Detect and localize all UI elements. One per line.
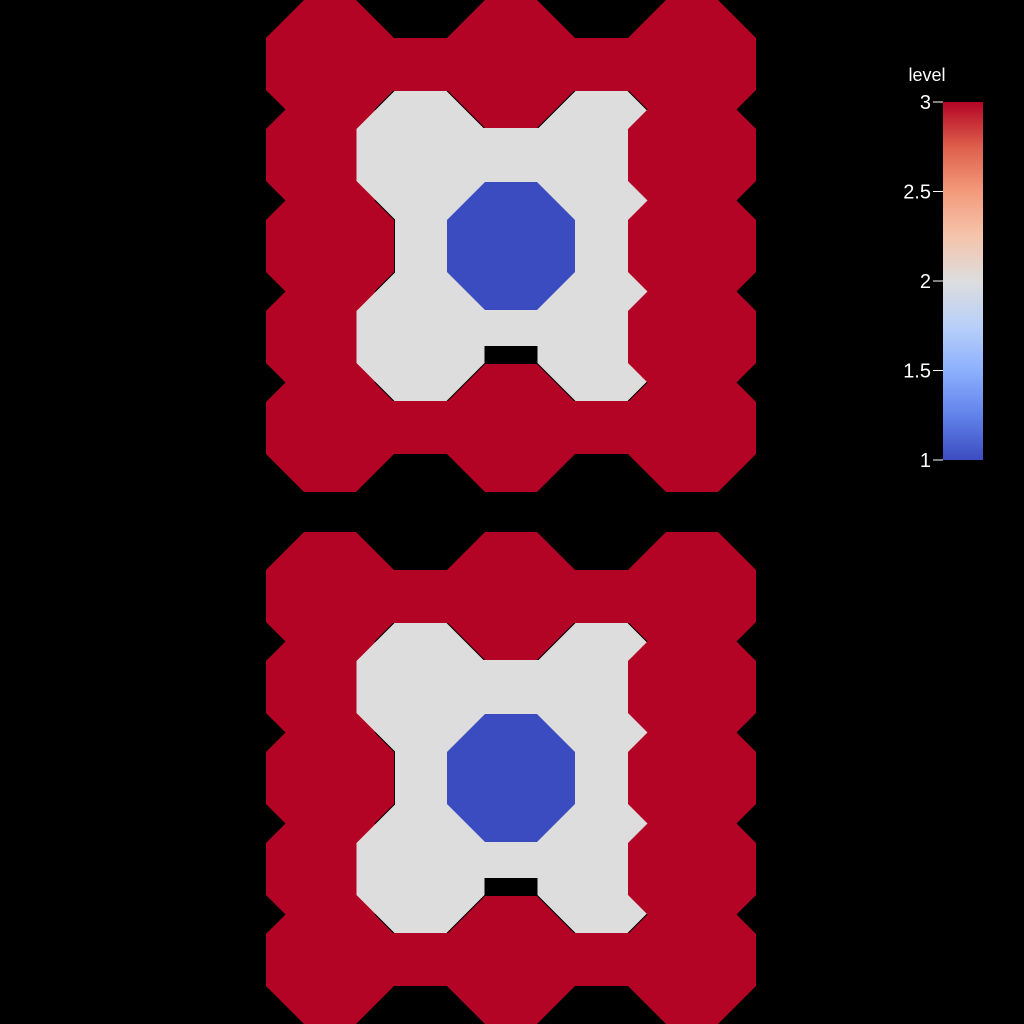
- cell-level-2: [537, 273, 666, 401]
- cell-level-3: [628, 896, 756, 1024]
- cell-level-3: [628, 364, 756, 492]
- cell-level-3: [266, 0, 394, 128]
- cell-level-1: [447, 182, 575, 310]
- cell-level-3: [628, 714, 756, 842]
- cell-level-3: [628, 273, 756, 401]
- cell-level-3: [266, 532, 394, 660]
- cell-level-3: [628, 805, 756, 933]
- cell-level-3: [266, 273, 394, 401]
- cell-level-3: [447, 532, 575, 660]
- colorbar-gradient: [943, 102, 983, 460]
- colorbar: level 1 1.5 2 2.5 3: [903, 65, 983, 472]
- colorbar-title: level: [908, 65, 945, 85]
- colorbar-tick-label: 3: [920, 92, 931, 114]
- panel-2: [266, 532, 756, 1024]
- cell-level-2: [537, 91, 666, 219]
- cell-level-2: [356, 623, 485, 751]
- cell-level-3: [266, 364, 394, 492]
- colorbar-tick-label: 2.5: [903, 182, 931, 204]
- cell-level-3: [266, 714, 394, 842]
- colorbar-tick-label: 1.5: [903, 361, 931, 383]
- colorbar-tick-label: 1: [920, 450, 931, 472]
- colorbar-ticks: 1 1.5 2 2.5 3: [903, 92, 943, 472]
- cell-level-1: [447, 714, 575, 842]
- cell-level-2: [537, 623, 666, 751]
- cell-level-3: [447, 0, 575, 128]
- cell-level-3: [266, 182, 394, 310]
- cell-level-2: [537, 805, 666, 933]
- cell-level-3: [447, 896, 575, 1024]
- cell-level-2: [356, 273, 485, 401]
- cell-level-3: [266, 805, 394, 933]
- octagon-panels: [266, 0, 756, 1024]
- cell-level-3: [447, 364, 575, 492]
- cell-level-3: [628, 0, 756, 128]
- cell-level-3: [628, 532, 756, 660]
- cell-level-2: [356, 805, 485, 933]
- panel-1: [266, 0, 756, 492]
- cell-level-3: [628, 182, 756, 310]
- cell-level-3: [266, 896, 394, 1024]
- cell-level-3: [266, 623, 394, 751]
- colorbar-tick-label: 2: [920, 271, 931, 293]
- cell-level-3: [628, 91, 756, 219]
- cell-level-3: [628, 623, 756, 751]
- cell-level-3: [266, 91, 394, 219]
- cell-level-2: [356, 91, 485, 219]
